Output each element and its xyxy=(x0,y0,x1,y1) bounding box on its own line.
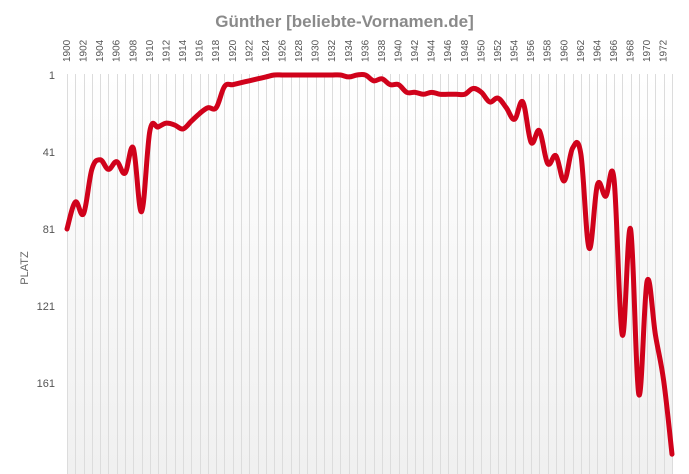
x-tick-label: 1906 xyxy=(112,39,123,62)
x-tick-label: 1952 xyxy=(493,39,504,62)
x-tick-label: 1938 xyxy=(377,39,388,62)
x-tick-label: 1950 xyxy=(476,39,487,62)
x-tick-label: 1960 xyxy=(559,39,570,62)
x-tick-label: 1956 xyxy=(526,39,537,62)
x-tick-label: 1932 xyxy=(327,39,338,62)
grid-layer xyxy=(67,74,673,474)
x-tick-label: 1968 xyxy=(626,39,637,62)
y-axis-label: PLATZ xyxy=(19,251,31,285)
y-tick-labels: 1 41 81 121 161 xyxy=(37,70,55,390)
x-tick-label: 1966 xyxy=(609,39,620,62)
y-tick-label: 1 xyxy=(49,70,55,82)
x-tick-label: 1902 xyxy=(79,39,90,62)
x-tick-label: 1948 xyxy=(460,39,471,62)
x-tick-label: 1954 xyxy=(510,39,521,62)
chart-title: Günther [beliebte-Vornamen.de] xyxy=(215,12,474,31)
x-tick-label: 1920 xyxy=(228,39,239,62)
x-tick-label: 1928 xyxy=(294,39,305,62)
x-tick-label: 1936 xyxy=(360,39,371,62)
x-tick-label: 1962 xyxy=(576,39,587,62)
x-tick-label: 1926 xyxy=(277,39,288,62)
plot-background xyxy=(67,74,672,474)
y-tick-label: 41 xyxy=(43,147,55,159)
x-tick-label: 1908 xyxy=(128,39,139,62)
y-tick-label: 121 xyxy=(37,301,55,313)
x-tick-label: 1972 xyxy=(659,39,670,62)
x-tick-label: 1930 xyxy=(311,39,322,62)
x-tick-label: 1940 xyxy=(394,39,405,62)
x-tick-label: 1922 xyxy=(244,39,255,62)
x-tick-label: 1970 xyxy=(642,39,653,62)
x-tick-label: 1916 xyxy=(195,39,206,62)
x-tick-label: 1946 xyxy=(443,39,454,62)
x-tick-label: 1904 xyxy=(95,39,106,62)
x-tick-label: 1912 xyxy=(161,39,172,62)
x-tick-label: 1924 xyxy=(261,39,272,62)
x-tick-label: 1900 xyxy=(62,39,73,62)
y-tick-label: 81 xyxy=(43,224,55,236)
y-tick-label: 161 xyxy=(37,378,55,390)
x-tick-label: 1934 xyxy=(344,39,355,62)
x-tick-label: 1958 xyxy=(543,39,554,62)
x-tick-label: 1942 xyxy=(410,39,421,62)
x-tick-label: 1944 xyxy=(427,39,438,62)
x-tick-label: 1914 xyxy=(178,39,189,62)
series-line xyxy=(64,71,675,457)
x-tick-labels: 1900 1902 1904 1906 1908 1910 1912 1914 1916 1918… xyxy=(62,39,670,62)
x-tick-label: 1964 xyxy=(592,39,603,62)
x-tick-label: 1918 xyxy=(211,39,222,62)
x-tick-label: 1910 xyxy=(145,39,156,62)
